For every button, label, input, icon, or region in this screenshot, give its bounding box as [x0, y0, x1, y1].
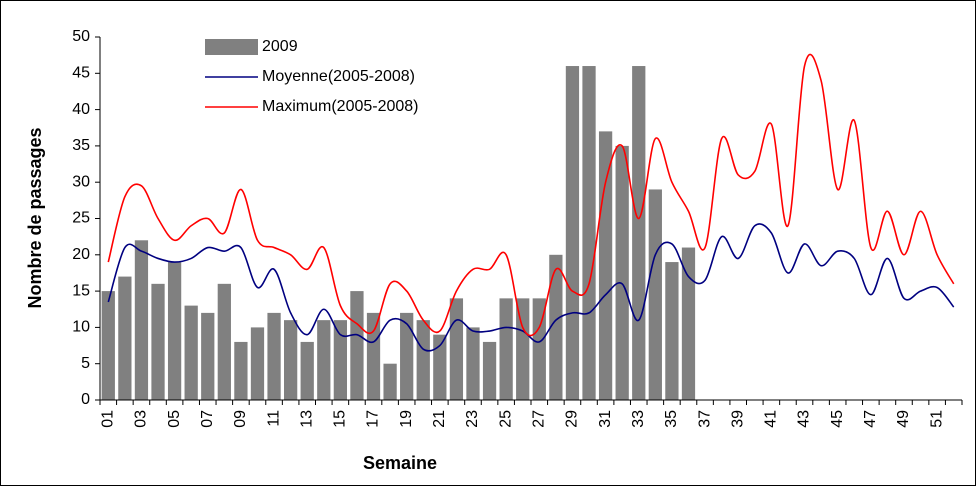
x-tick-label: 43: [796, 410, 813, 428]
y-tick-label: 45: [72, 65, 90, 82]
bar: [118, 276, 132, 400]
bar: [482, 341, 497, 400]
x-tick-label: 37: [696, 410, 713, 428]
bar: [317, 320, 331, 400]
legend-label: 2009: [262, 38, 298, 55]
bar: [615, 145, 629, 400]
y-tick-label: 25: [72, 210, 90, 227]
y-tick-label: 50: [72, 28, 90, 45]
y-tick-label: 0: [81, 391, 90, 408]
bar: [134, 240, 149, 400]
bar: [499, 298, 513, 400]
x-tick-label: 17: [365, 410, 382, 428]
legend-label: Maximum(2005-2008): [262, 98, 419, 115]
bar: [632, 66, 646, 400]
bar: [201, 312, 215, 400]
x-tick-label: 05: [166, 410, 183, 428]
legend-label: Moyenne(2005-2008): [262, 68, 415, 85]
y-tick-label: 15: [72, 282, 90, 299]
bar: [416, 320, 430, 400]
bar: [151, 283, 165, 400]
y-tick-label: 10: [72, 319, 90, 336]
bar: [234, 341, 248, 400]
bar: [350, 291, 364, 400]
bar: [400, 312, 414, 400]
bar: [449, 298, 464, 400]
x-tick-label: 01: [100, 410, 117, 428]
bar: [516, 298, 530, 400]
bar: [267, 312, 281, 400]
x-tick-label: 39: [729, 410, 746, 428]
bar: [681, 247, 696, 400]
x-tick-label: 45: [829, 410, 846, 428]
bar: [433, 334, 447, 400]
bar: [648, 189, 662, 400]
x-tick-label: 41: [763, 410, 780, 428]
bar: [333, 320, 347, 400]
bar: [665, 262, 679, 400]
bar: [549, 254, 563, 400]
x-tick-label: 29: [564, 410, 581, 428]
bar: [184, 305, 198, 400]
bar: [582, 66, 596, 400]
bar: [167, 262, 182, 400]
bar: [565, 66, 580, 400]
x-tick-label: 33: [630, 410, 647, 428]
bar: [101, 291, 115, 400]
legend-swatch: [205, 39, 258, 55]
x-tick-label: 15: [332, 410, 349, 428]
bar: [300, 341, 314, 400]
x-tick-label: 07: [199, 410, 216, 428]
bar: [250, 327, 265, 400]
x-tick-label: 51: [928, 410, 945, 428]
line: [107, 53, 955, 337]
bar: [466, 327, 480, 400]
x-tick-label: 47: [862, 410, 879, 428]
x-tick-label: 31: [597, 410, 614, 428]
x-tick-label: 35: [663, 410, 680, 428]
bar: [217, 283, 231, 400]
x-tick-label: 13: [298, 410, 315, 428]
x-axis-title: Semaine: [363, 453, 437, 473]
y-tick-label: 30: [72, 173, 90, 190]
x-tick-label: 11: [265, 410, 282, 427]
x-tick-label: 23: [464, 410, 481, 428]
bar: [598, 131, 613, 400]
x-tick-label: 03: [133, 410, 150, 428]
bar: [532, 298, 546, 400]
x-tick-label: 27: [531, 410, 548, 428]
bar: [366, 312, 381, 400]
bar: [284, 320, 298, 400]
y-tick-label: 35: [72, 137, 90, 154]
x-tick-label: 19: [398, 410, 415, 428]
y-axis-title: Nombre de passages: [25, 127, 45, 308]
y-tick-label: 20: [72, 246, 90, 263]
y-tick-label: 5: [81, 355, 90, 372]
y-tick-label: 40: [72, 101, 90, 118]
x-tick-label: 25: [497, 410, 514, 428]
x-tick-label: 21: [431, 410, 448, 428]
bar: [383, 363, 397, 400]
x-tick-label: 09: [232, 410, 249, 428]
line: [107, 223, 955, 352]
x-tick-label: 49: [895, 410, 912, 428]
